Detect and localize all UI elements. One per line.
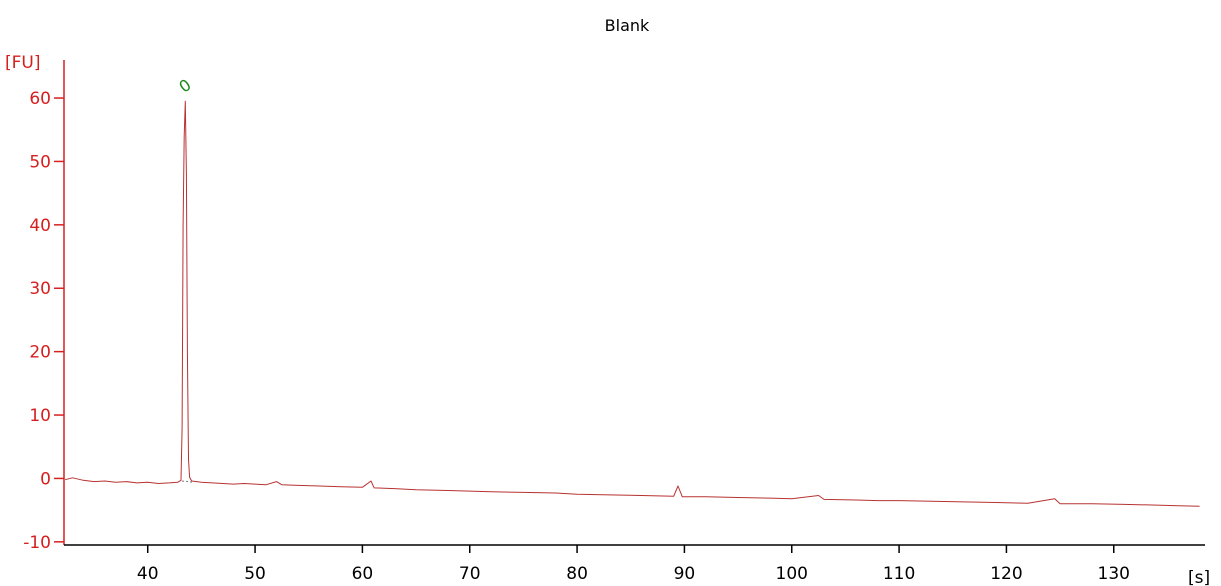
peak-label: 0 [175,75,194,96]
y-tick-label: 0 [40,469,51,489]
y-tick-label: 30 [29,279,51,299]
y-tick-label: 40 [29,216,51,236]
x-tick-label: 80 [566,564,588,584]
x-tick-label: 100 [776,564,808,584]
series-line-0 [64,100,1200,507]
x-tick-label: 90 [674,564,696,584]
x-tick-label: 50 [244,564,266,584]
x-tick-label: 130 [1098,564,1130,584]
x-axis: 40 50 60 70 80 90 100 110 120 130 [64,544,1205,584]
x-tick-label: 60 [352,564,374,584]
chart-title: Blank [605,16,650,35]
plot-area: 0 [64,75,1200,507]
y-axis: -10 0 10 20 30 40 50 60 [23,60,65,553]
x-tick-label: 110 [883,564,915,584]
y-tick-label: -10 [23,533,51,553]
x-tick-label: 70 [459,564,481,584]
x-unit-label: [s] [1188,568,1210,586]
y-tick-label: 50 [29,152,51,172]
y-tick-label: 20 [29,343,51,363]
y-tick-label: 60 [29,89,51,109]
x-tick-label: 40 [137,564,159,584]
y-tick-label: 10 [29,406,51,426]
y-unit-label: [FU] [5,53,41,73]
x-tick-label: 120 [990,564,1022,584]
peak-baseline [182,480,193,483]
